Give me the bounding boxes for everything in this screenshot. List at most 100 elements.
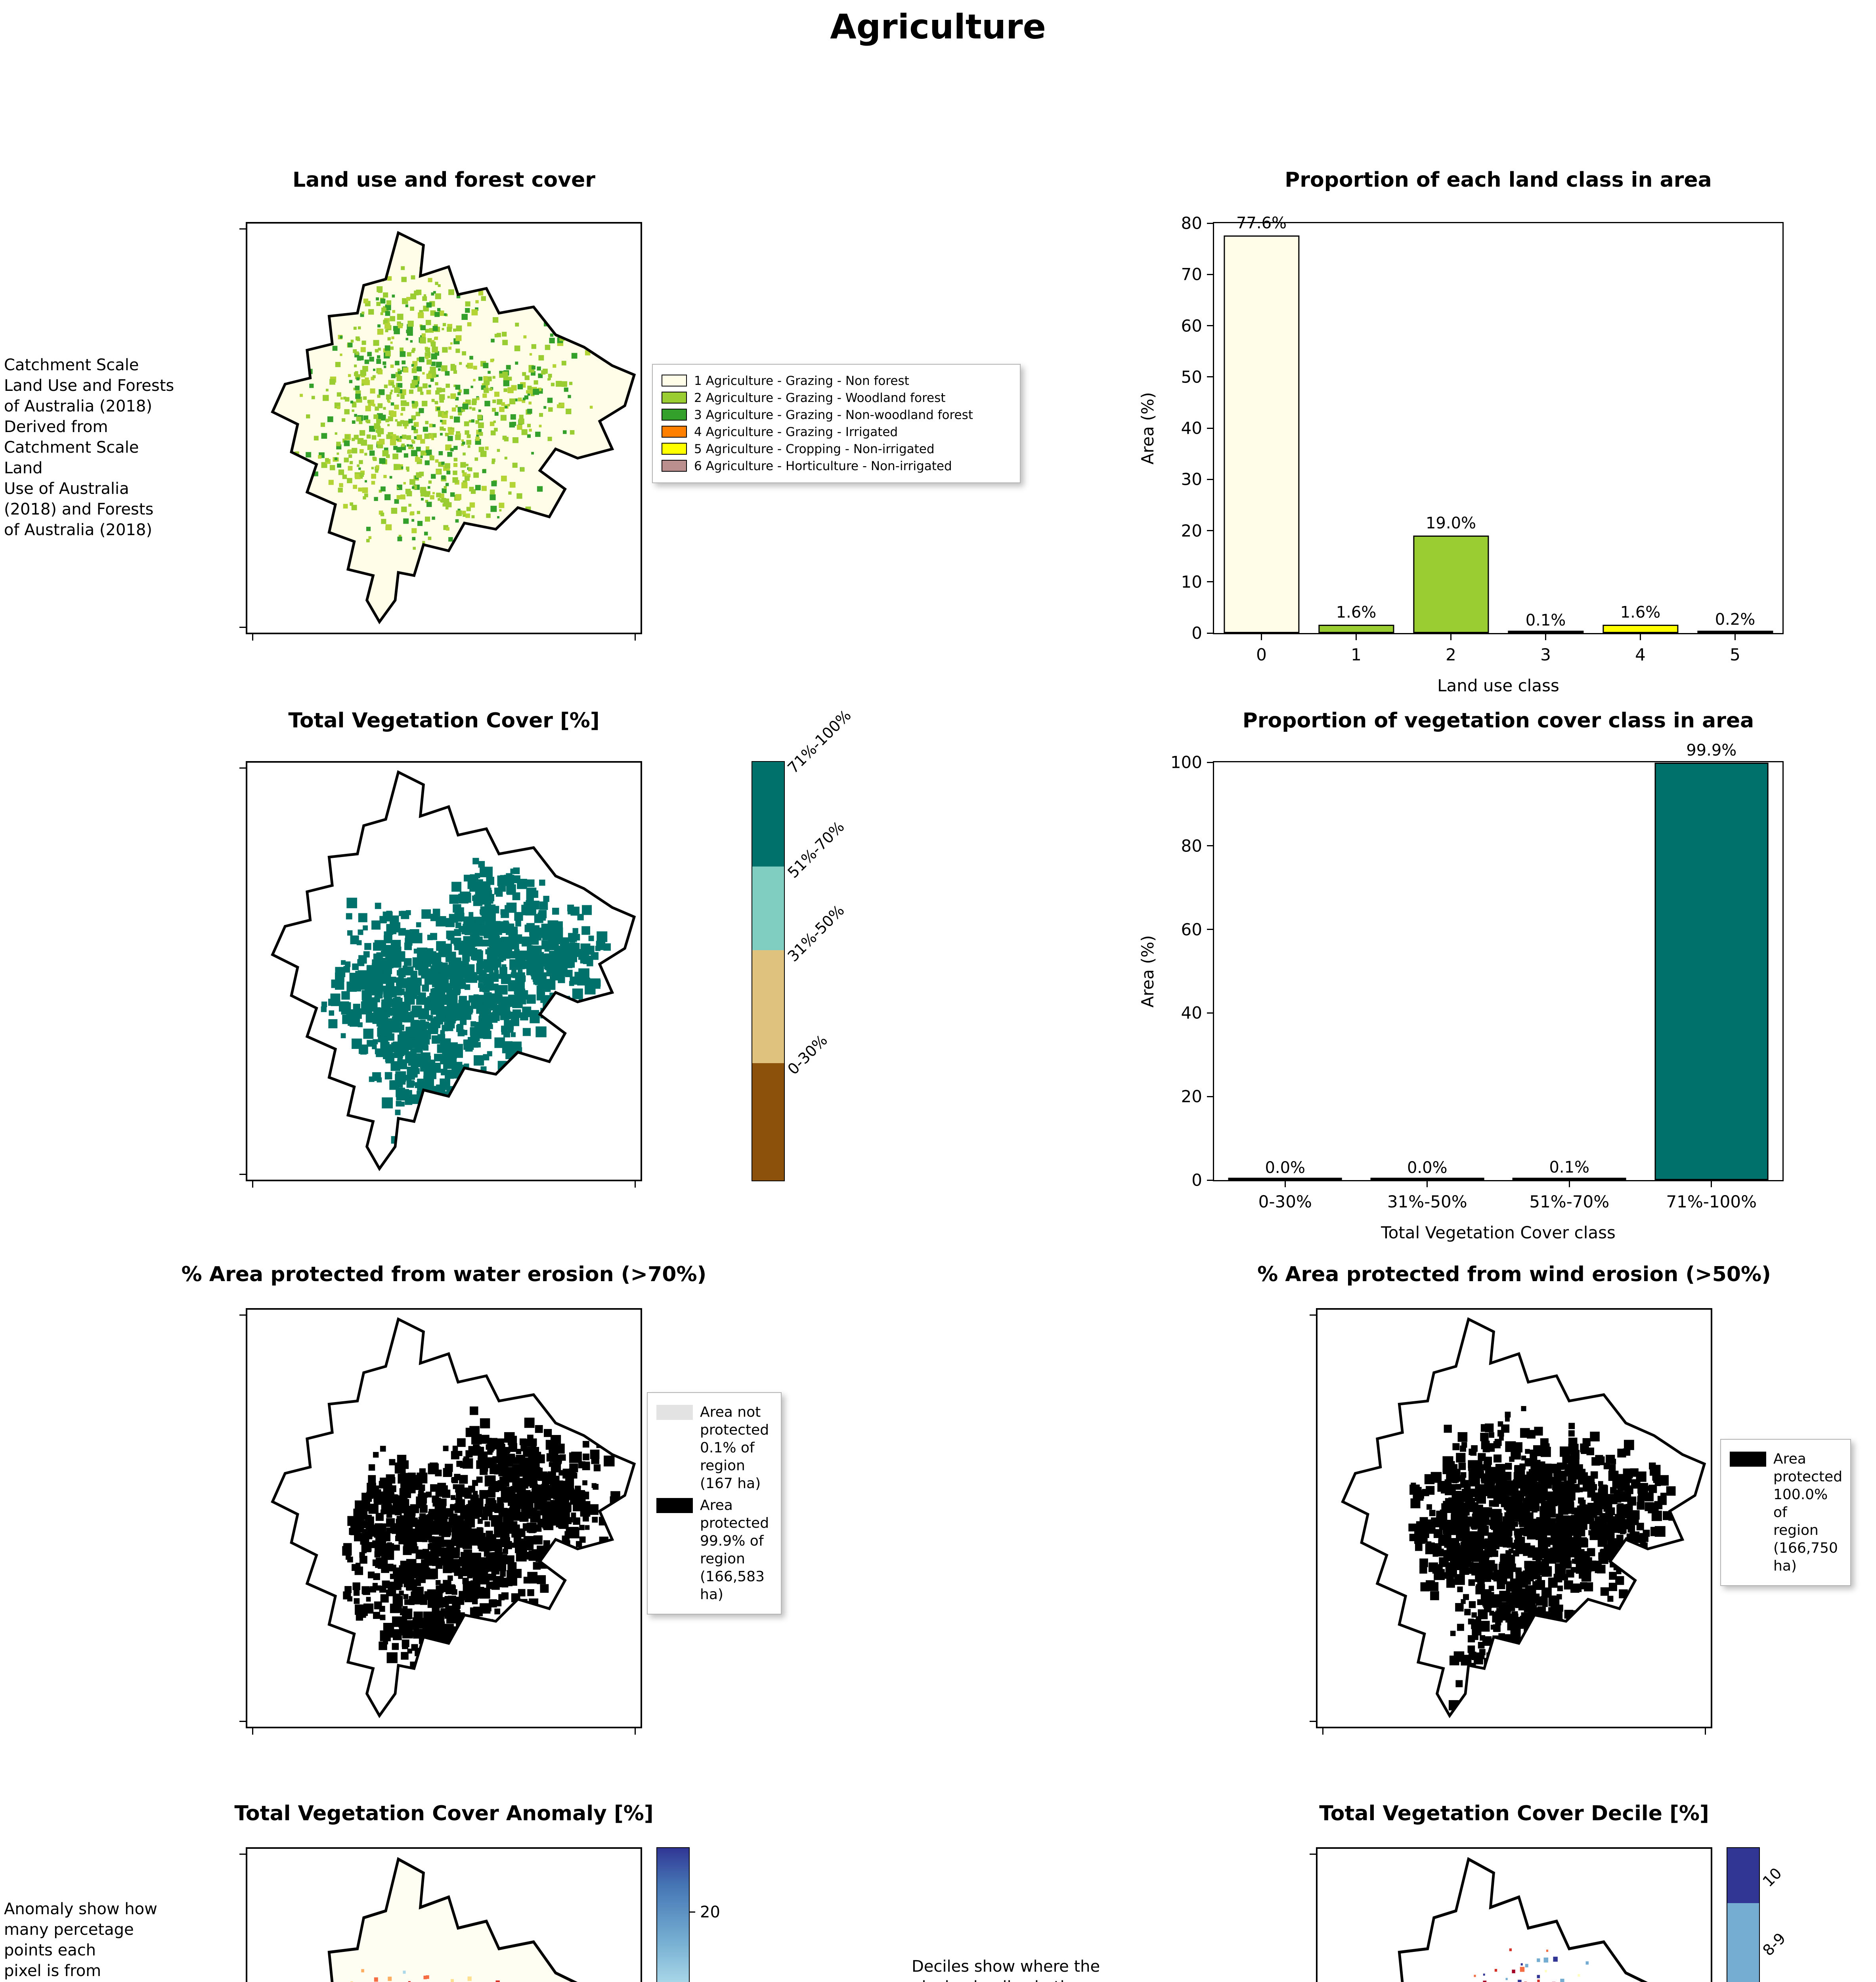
bar-value-label: 1.6% — [1620, 603, 1661, 622]
veg-cover-colorbar: 71%-100% 51%-70% 31%-50% 0-30% — [752, 706, 855, 1181]
legend-row: Area protected 100.0% of region (166,750… — [1730, 1450, 1842, 1575]
axis-tick — [1322, 1728, 1323, 1735]
y-tick — [1207, 845, 1214, 847]
bar-value-label: 1.6% — [1336, 603, 1377, 622]
bar-value-label: 0.0% — [1265, 1159, 1306, 1177]
legend-row: Area not protected 0.1% of region (167 h… — [656, 1403, 772, 1492]
y-tick-label: 0 — [1191, 623, 1202, 643]
x-tick — [1568, 1180, 1570, 1187]
x-tick — [1711, 1180, 1712, 1187]
axis-tick — [252, 1728, 253, 1735]
x-tick-label: 51%-70% — [1529, 1192, 1610, 1211]
x-tick — [1284, 1180, 1286, 1187]
land-use-map-canvas — [271, 231, 636, 624]
bar-value-label: 0.0% — [1407, 1159, 1448, 1177]
legend-swatch — [662, 409, 687, 421]
legend-label: 1 Agriculture - Grazing - Non forest — [694, 374, 909, 388]
legend-swatch — [662, 443, 687, 455]
decile-map-title: Total Vegetation Cover Decile [%] — [1319, 1802, 1709, 1825]
colorbar-segment — [752, 1063, 784, 1180]
bar-value-label: 0.1% — [1525, 611, 1566, 629]
legend-label: Area protected 100.0% of region (166,750… — [1773, 1451, 1843, 1574]
axis-tick — [252, 1181, 253, 1188]
y-tick-label: 60 — [1181, 316, 1202, 335]
y-tick — [1207, 274, 1214, 275]
axis-tick — [239, 1854, 246, 1855]
decile-map — [1310, 1847, 1712, 1982]
decile-map-canvas — [1342, 1857, 1705, 1982]
legend-row: 3 Agriculture - Grazing - Non-woodland f… — [662, 408, 1011, 422]
axis-tick — [1705, 1728, 1706, 1735]
land-class-ylabel: Area (%) — [1138, 392, 1157, 465]
colorbar-tick — [689, 1911, 695, 1913]
colorbar-label: 0-30% — [784, 1031, 831, 1078]
x-tick — [1356, 633, 1357, 640]
colorbar-label: 51%-70% — [784, 818, 848, 882]
bar — [1512, 1178, 1626, 1180]
legend-label: 5 Agriculture - Cropping - Non-irrigated — [694, 442, 935, 456]
land-use-map-title: Land use and forest cover — [293, 168, 595, 192]
bar — [1318, 625, 1394, 633]
legend-row: 6 Agriculture - Horticulture - Non-irrig… — [662, 459, 1011, 473]
y-tick-label: 20 — [1181, 1087, 1202, 1106]
bar-value-label: 19.0% — [1425, 514, 1476, 533]
veg-cover-ylabel: Area (%) — [1138, 935, 1157, 1008]
x-tick — [1260, 633, 1262, 640]
anomaly-map — [239, 1847, 642, 1982]
y-tick — [1207, 581, 1214, 583]
y-tick — [1207, 761, 1214, 763]
axis-tick — [635, 1181, 636, 1188]
legend-row: 5 Agriculture - Cropping - Non-irrigated — [662, 442, 1011, 456]
y-tick-label: 0 — [1191, 1170, 1202, 1190]
wind-erosion-map-canvas — [1341, 1317, 1706, 1718]
y-tick-label: 10 — [1181, 572, 1202, 592]
y-tick — [1207, 427, 1214, 429]
land-class-chart: 0 10 20 30 40 50 60 70 80 0 77.6% 1 1.6% 2 19.0% 3 0.1% 4… — [1138, 214, 1784, 695]
y-tick — [1207, 222, 1214, 224]
colorbar-segment — [752, 762, 784, 867]
y-tick — [1207, 325, 1214, 326]
colorbar-segment — [752, 950, 784, 1064]
legend-label: 2 Agriculture - Grazing - Woodland fores… — [694, 391, 946, 405]
x-tick-label: 1 — [1351, 645, 1362, 664]
anomaly-map-title: Total Vegetation Cover Anomaly [%] — [234, 1802, 654, 1825]
x-tick-label: 31%-50% — [1387, 1192, 1467, 1211]
bar-value-label: 77.6% — [1236, 214, 1287, 233]
legend-row: 1 Agriculture - Grazing - Non forest — [662, 374, 1011, 388]
bar — [1370, 1178, 1484, 1180]
bar — [1654, 763, 1769, 1180]
x-tick — [1734, 633, 1736, 640]
axis-tick — [239, 627, 246, 628]
legend-label: Area protected 99.9% of region (166,583 … — [700, 1497, 769, 1603]
wind-erosion-title: % Area protected from wind erosion (>50%… — [1257, 1263, 1771, 1286]
anomaly-note: Anomaly show how many percetage points e… — [4, 1900, 157, 1980]
axis-tick — [239, 1174, 246, 1175]
axis-tick — [239, 767, 246, 769]
legend-label: 3 Agriculture - Grazing - Non-woodland f… — [694, 408, 973, 422]
water-erosion-legend: Area not protected 0.1% of region (167 h… — [647, 1392, 782, 1615]
water-erosion-map — [239, 1308, 642, 1735]
veg-cover-map-title: Total Vegetation Cover [%] — [288, 709, 600, 733]
veg-cover-xlabel: Total Vegetation Cover class — [1381, 1223, 1616, 1242]
x-tick-label: 3 — [1540, 645, 1551, 664]
legend-swatch — [656, 1405, 693, 1420]
y-tick — [1207, 1179, 1214, 1181]
decile-note: Deciles show where the pixel value lies … — [912, 1957, 1100, 1982]
legend-row: 2 Agriculture - Grazing - Woodland fores… — [662, 391, 1011, 405]
x-tick — [1450, 633, 1451, 640]
legend-swatch — [662, 392, 687, 404]
land-use-source-note: Catchment Scale Land Use and Forests of … — [4, 356, 174, 539]
land-use-map — [239, 222, 642, 641]
legend-swatch — [662, 375, 687, 386]
land-use-legend: 1 Agriculture - Grazing - Non forest 2 Ag… — [652, 364, 1021, 483]
bar-value-label: 99.9% — [1686, 741, 1737, 760]
legend-label: 6 Agriculture - Horticulture - Non-irrig… — [694, 459, 952, 473]
veg-cover-chart-title: Proportion of vegetation cover class in … — [1242, 709, 1754, 733]
y-tick-label: 70 — [1181, 264, 1202, 284]
colorbar-label: 10 — [1759, 1864, 1785, 1890]
bar-value-label: 0.1% — [1549, 1158, 1590, 1177]
y-tick-label: 80 — [1181, 836, 1202, 856]
x-tick — [1427, 1180, 1428, 1187]
colorbar-segment — [1727, 1848, 1759, 1903]
veg-cover-map-canvas — [271, 770, 636, 1171]
